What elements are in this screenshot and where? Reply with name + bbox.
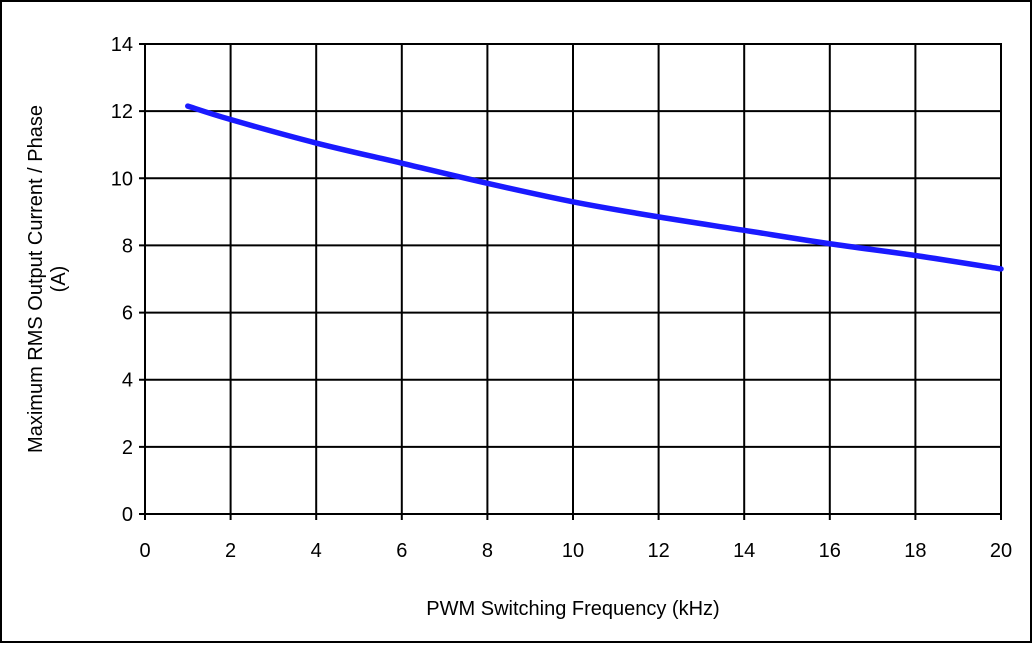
x-tick-label: 12 <box>647 540 669 562</box>
y-axis-title-line-1: Maximum RMS Output Current / Phase <box>25 105 47 453</box>
x-tick-label: 16 <box>819 540 841 562</box>
y-axis-tick-labels: 0 2 4 6 8 10 12 14 <box>111 34 133 526</box>
x-tick-label: 6 <box>396 540 407 562</box>
y-tick-label: 6 <box>122 303 133 325</box>
grid <box>139 43 1002 520</box>
x-axis-title: PWM Switching Frequency (kHz) <box>426 598 719 620</box>
x-tick-label: 10 <box>562 540 584 562</box>
x-tick-label: 18 <box>904 540 926 562</box>
y-tick-label: 4 <box>122 370 133 392</box>
x-tick-label: 8 <box>482 540 493 562</box>
x-tick-label: 20 <box>990 540 1012 562</box>
x-axis-tick-labels: 0 2 4 6 8 10 12 14 16 18 20 <box>139 540 1012 562</box>
y-tick-label: 12 <box>111 101 133 123</box>
plot-area-border <box>144 43 1002 515</box>
x-tick-label: 0 <box>139 540 150 562</box>
y-tick-label: 8 <box>122 235 133 257</box>
y-axis-title-line-2: (A) <box>48 266 70 293</box>
series-line <box>185 103 1004 272</box>
series-layer <box>185 103 1004 272</box>
y-tick-label: 14 <box>111 34 133 56</box>
x-tick-label: 14 <box>733 540 755 562</box>
x-tick-label: 4 <box>311 540 322 562</box>
y-tick-label: 0 <box>122 504 133 526</box>
x-tick-label: 2 <box>225 540 236 562</box>
y-tick-label: 2 <box>122 437 133 459</box>
y-tick-label: 10 <box>111 168 133 190</box>
